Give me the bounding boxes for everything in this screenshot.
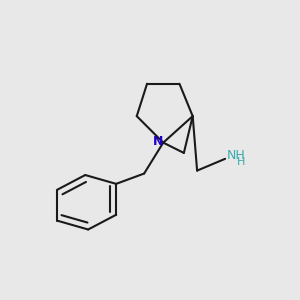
Text: H: H (237, 158, 245, 167)
Text: N: N (153, 135, 163, 148)
Text: NH: NH (226, 149, 245, 162)
